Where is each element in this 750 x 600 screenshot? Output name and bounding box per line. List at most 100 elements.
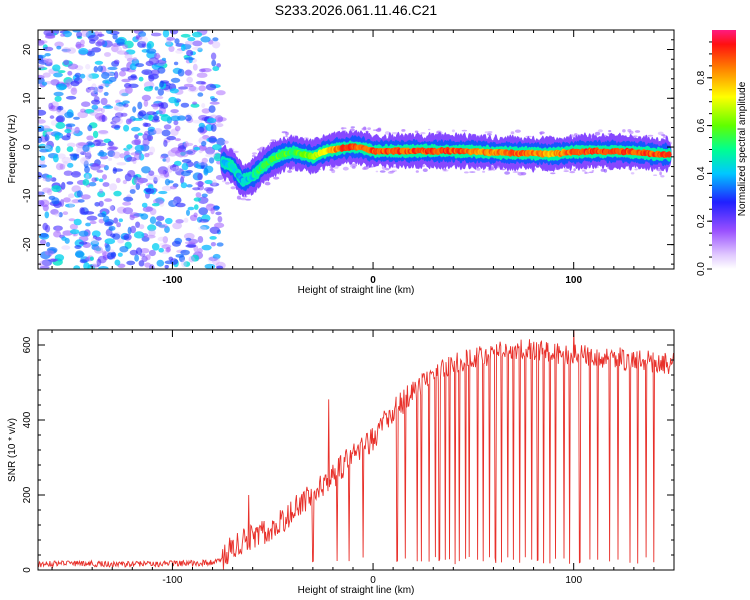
noise-blob <box>76 31 83 38</box>
ridge-cell <box>666 151 672 158</box>
noise-blob <box>80 156 90 165</box>
noise-blob <box>122 201 132 206</box>
ridge-halo <box>588 171 594 174</box>
ridge-halo <box>259 148 263 152</box>
noise-blob <box>158 247 164 253</box>
noise-blob <box>50 105 55 110</box>
noise-blob <box>174 125 181 132</box>
noise-blob <box>44 250 55 256</box>
noise-blob <box>110 233 116 238</box>
ridge-halo <box>264 181 271 186</box>
noise-blob <box>64 111 74 119</box>
ridge-halo <box>476 167 481 171</box>
noise-blob <box>77 111 88 119</box>
noise-blob <box>39 232 49 238</box>
noise-blob <box>185 114 192 122</box>
noise-blob <box>138 224 145 230</box>
noise-blob <box>74 245 82 249</box>
noise-blob <box>186 209 190 216</box>
noise-blob <box>53 91 64 97</box>
noise-blob <box>171 166 180 172</box>
noise-blob <box>86 141 94 146</box>
noise-blob <box>67 63 79 70</box>
noise-blob <box>124 86 133 94</box>
noise-blob <box>177 115 186 121</box>
noise-blob <box>61 135 71 141</box>
noise-blob <box>212 144 222 151</box>
ridge-halo <box>597 129 603 133</box>
noise-blob <box>124 54 133 59</box>
noise-blob <box>161 57 166 62</box>
noise-blob <box>131 139 141 146</box>
noise-blob <box>38 65 45 70</box>
noise-blob <box>193 146 201 151</box>
noise-blob <box>50 177 57 182</box>
ridge-halo <box>375 170 379 173</box>
noise-blob <box>180 102 190 108</box>
ridge-halo <box>422 168 428 172</box>
noise-blob <box>192 40 203 47</box>
noise-blob <box>209 226 220 234</box>
noise-blob <box>100 97 108 106</box>
noise-blob <box>190 103 200 108</box>
noise-blob <box>196 72 208 78</box>
ridge-halo <box>622 129 626 133</box>
noise-blob <box>148 229 156 237</box>
ridge-halo <box>492 168 496 171</box>
noise-blob <box>188 85 197 92</box>
noise-blob <box>85 222 91 227</box>
noise-blob <box>124 40 134 49</box>
noise-blob <box>54 212 61 217</box>
noise-blob <box>38 171 43 179</box>
y-tick-label: 10 <box>22 92 33 104</box>
noise-blob <box>41 81 48 86</box>
colorbar: 0.0 0.2 0.4 0.6 0.8 Normalized spectral ampl… <box>696 30 748 276</box>
noise-blob <box>104 221 113 227</box>
noise-blob <box>97 65 104 72</box>
noise-blob <box>145 254 151 261</box>
noise-blob <box>123 124 130 132</box>
y-tick-label: 0 <box>22 144 33 150</box>
noise-blob <box>164 264 169 269</box>
noise-blob <box>123 51 129 56</box>
ridge-halo <box>634 130 641 133</box>
noise-blob <box>146 173 156 181</box>
noise-blob <box>107 252 114 260</box>
y-tick-label: 0 <box>22 567 33 573</box>
colorbar-tick-label: 0.0 <box>696 262 707 276</box>
noise-blob <box>73 265 81 269</box>
noise-blob <box>192 63 198 71</box>
noise-blob <box>66 142 76 148</box>
noise-blob <box>103 91 109 96</box>
ridge-halo <box>608 130 612 132</box>
ridge-halo <box>420 132 426 135</box>
noise-blob <box>52 64 61 72</box>
noise-blob <box>61 48 72 52</box>
noise-blob <box>95 236 102 241</box>
noise-blob <box>184 57 195 61</box>
noise-blob <box>143 99 149 107</box>
noise-blob <box>200 225 210 230</box>
ridge-halo <box>245 198 252 201</box>
noise-blob <box>159 80 164 88</box>
noise-blob <box>129 214 135 221</box>
ridge-halo <box>387 171 394 174</box>
noise-blob <box>135 221 141 228</box>
noise-blob <box>56 83 67 91</box>
ridge-halo <box>281 131 288 134</box>
noise-blob <box>53 225 63 231</box>
noise-blob <box>94 60 104 65</box>
noise-blob <box>206 117 217 124</box>
ridge-halo <box>331 169 336 174</box>
noise-blob <box>63 160 68 166</box>
noise-blob <box>169 88 179 94</box>
noise-blob <box>188 255 195 263</box>
ridge-halo <box>225 181 230 185</box>
noise-blob <box>45 31 56 39</box>
noise-blob <box>46 247 58 254</box>
ridge-halo <box>375 128 382 133</box>
ridge-halo <box>550 172 556 175</box>
noise-blob <box>86 135 94 141</box>
noise-blob <box>209 236 217 240</box>
noise-blob <box>121 78 131 83</box>
